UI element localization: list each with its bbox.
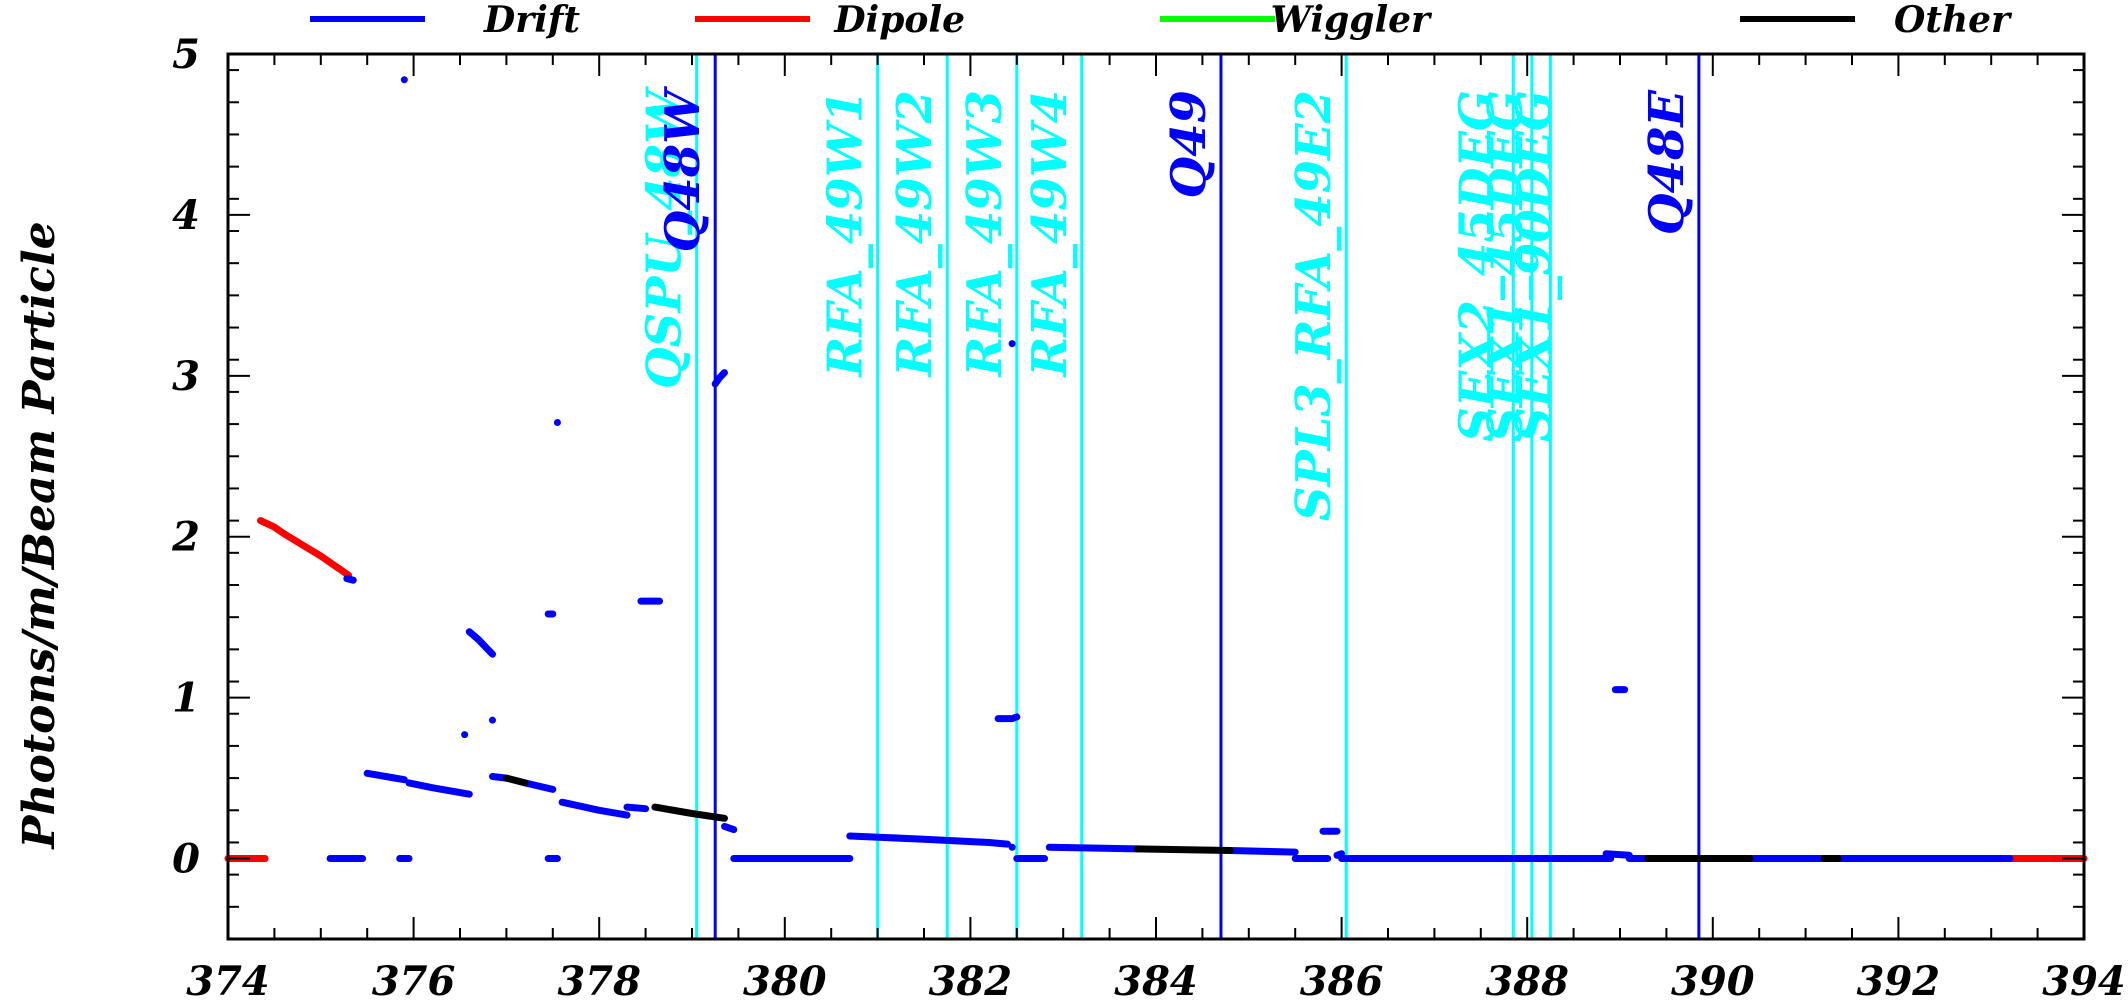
x-tick-label: 392: [1857, 958, 1941, 1004]
legend-label-drift: Drift: [483, 0, 580, 41]
legend: Drift Dipole Wiggler Other: [310, 0, 2013, 41]
segment-drift-31: [1602, 850, 1633, 859]
segment-drift-10: [521, 779, 557, 793]
series-other: [502, 774, 1842, 862]
point-drift-6: [461, 731, 469, 739]
legend-label-wiggler: Wiggler: [1271, 0, 1433, 41]
y-tick-label: 2: [171, 514, 200, 561]
segment-dipole-1: [257, 517, 353, 579]
marker-label-q48w: Q48W: [655, 86, 711, 253]
x-tick-label: 386: [1300, 958, 1384, 1004]
y-tick-label: 3: [172, 353, 200, 400]
axis-ticks: 374 376 378 380 382 384 386 388 390 392 394 0 1 2 3 4 5: [171, 31, 2126, 1004]
marker-label-rfa_49w4: RFA_49W4: [1022, 90, 1078, 379]
segment-drift-17: [711, 369, 728, 388]
segment-drift-4: [363, 769, 408, 784]
segment-drift-20: [846, 832, 1011, 848]
segment-drift-21: [994, 713, 1021, 723]
x-tick-label: 376: [372, 958, 456, 1004]
data-series: [224, 76, 2088, 862]
segment-drift-14: [558, 798, 631, 819]
point-drift-23: [1008, 843, 1016, 851]
marker-label-qspu_48w: QSPU_48W: [637, 86, 693, 389]
point-drift-3: [400, 76, 408, 84]
x-tick-label: 380: [743, 958, 827, 1004]
segment-other-1: [651, 803, 728, 822]
x-tick-label: 390: [1671, 958, 1755, 1004]
segment-drift-18: [721, 822, 738, 834]
segment-other-2: [1133, 845, 1234, 854]
segment-drift-15: [623, 803, 650, 813]
marker-label-sex2_45deg: SEX2_45DEG: [1449, 90, 1505, 442]
legend-label-dipole: Dipole: [833, 0, 965, 41]
y-tick-label: 5: [172, 31, 200, 78]
y-tick-label: 0: [172, 836, 200, 883]
marker-label-sex1_45deg: SEX1_45DEG: [1478, 90, 1534, 442]
segment-drift-5: [405, 779, 473, 798]
marker-label-q49: Q49: [1161, 90, 1217, 199]
marker-label-rfa_49w1: RFA_49W1: [818, 90, 874, 379]
segment-drift-29: [1333, 850, 1346, 859]
segment-other-0: [502, 774, 529, 787]
point-drift-12: [553, 418, 561, 426]
x-tick-label: 378: [557, 958, 641, 1004]
series-dipole: [224, 517, 2088, 862]
marker-label-q48e: Q48E: [1639, 89, 1695, 236]
segment-drift-7: [465, 628, 496, 658]
marker-label-spl3_rfa_49e2: SPL3_RFA_49E2: [1286, 90, 1342, 521]
x-tick-label: 388: [1485, 958, 1569, 1004]
x-tick-label: 374: [186, 958, 270, 1004]
y-axis-label: Photons/m/Beam Particle: [14, 221, 65, 850]
y-tick-label: 1: [172, 675, 200, 722]
segment-drift-25: [1045, 843, 1141, 853]
marker-label-sex1_90deg: SEX1_90DEG: [1506, 90, 1562, 442]
segment-drift-26: [1226, 847, 1299, 856]
x-tick-label: 384: [1114, 958, 1198, 1004]
plot-frame: [226, 52, 2086, 941]
marker-label-rfa_49w3: RFA_49W3: [957, 90, 1013, 379]
marker-label-rfa_49w2: RFA_49W2: [887, 90, 943, 379]
x-tick-label: 382: [929, 958, 1013, 1004]
point-drift-8: [488, 716, 496, 724]
segment-drift-0: [343, 575, 357, 584]
legend-label-other: Other: [1894, 0, 2013, 41]
point-drift-22: [1008, 340, 1016, 348]
y-tick-label: 4: [172, 192, 200, 239]
x-tick-label: 394: [2042, 958, 2126, 1004]
